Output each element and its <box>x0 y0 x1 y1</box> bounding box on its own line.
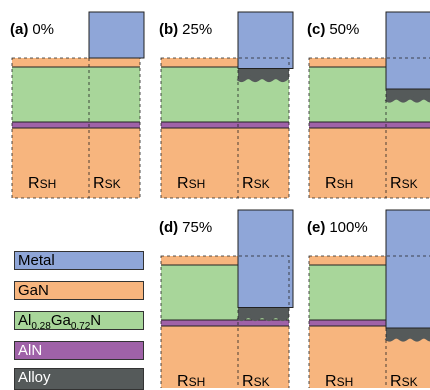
panel-c: (c) 50% RSH RSK <box>307 11 430 199</box>
panel-title: (c) 50% <box>307 21 359 38</box>
panel-tag: (e) <box>307 219 325 236</box>
panel-percent: 0% <box>32 21 54 38</box>
legend-algan-ga: Ga <box>50 312 71 329</box>
aln-interlayer <box>309 320 430 326</box>
gan-buffer-layer <box>161 326 289 388</box>
aln-interlayer <box>12 122 140 128</box>
gan-cap-layer <box>12 58 140 67</box>
panel-tag: (c) <box>307 21 325 38</box>
panel-d: (d) 75% RSH RSK <box>159 209 294 388</box>
legend-algan-n: N <box>90 312 102 329</box>
metal-contact <box>88 11 145 59</box>
alloy-front <box>236 75 289 82</box>
aln-interlayer <box>309 122 430 128</box>
aln-interlayer <box>161 320 289 326</box>
sheet-resistance-label: RSH <box>177 373 205 388</box>
panel-percent: 75% <box>182 219 212 236</box>
contact-resistance-label: RSK <box>242 373 270 388</box>
legend-algan-ga-sub: 0.72 <box>70 321 91 332</box>
panel-stack <box>12 58 140 198</box>
panel-title: (b) 25% <box>159 21 212 38</box>
legend-algan-al-sub: 0.28 <box>31 321 51 332</box>
metal-contact <box>237 209 294 308</box>
alloy-front <box>384 334 430 342</box>
panel-stack <box>309 58 430 198</box>
panel-tag: (d) <box>159 219 178 236</box>
metal-contact <box>385 11 430 90</box>
metal-contact <box>237 11 294 69</box>
gan-cap-layer <box>309 58 430 67</box>
gan-cap-layer <box>161 58 289 67</box>
panel-e: (e) 100% RSH RSK <box>307 209 430 388</box>
gan-buffer-layer <box>12 128 140 198</box>
legend-metal-label: Metal <box>18 252 55 269</box>
sheet-resistance-label: RSH <box>325 373 353 388</box>
panel-percent: 50% <box>329 21 359 38</box>
sheet-resistance-label: RSH <box>325 175 353 192</box>
stack-outline <box>308 57 430 199</box>
stack-outline <box>160 255 290 388</box>
alloy-front <box>236 314 289 321</box>
legend-alloy: Alloy <box>14 368 144 390</box>
panel-percent: 25% <box>182 21 212 38</box>
legend-gan-label: GaN <box>18 282 49 299</box>
panel-title: (e) 100% <box>307 219 368 236</box>
legend-algan: Al0.28Ga0.72N <box>14 311 144 332</box>
contact-resistance-label: RSK <box>242 175 270 192</box>
algan-barrier-layer <box>12 67 140 122</box>
legend-gan: GaN <box>14 281 144 300</box>
metal-contact <box>385 209 430 329</box>
sheet-resistance-label: RSH <box>28 175 56 192</box>
gan-cap-layer <box>309 256 430 265</box>
legend-metal: Metal <box>14 251 144 270</box>
alloy-front <box>384 95 430 103</box>
gan-buffer-layer <box>161 128 289 198</box>
panel-stack <box>161 58 289 198</box>
gan-cap-layer <box>161 256 289 265</box>
contact-resistance-label: RSK <box>390 175 418 192</box>
stack-outline <box>11 57 141 199</box>
sheet-resistance-label: RSH <box>177 175 205 192</box>
contact-resistance-label: RSK <box>93 175 121 192</box>
legend-algan-al: Al <box>18 312 32 329</box>
legend-alloy-label: Alloy <box>18 369 51 386</box>
gan-buffer-layer <box>309 128 430 198</box>
stack-outline <box>160 57 290 199</box>
legend-aln-label: AlN <box>18 342 43 359</box>
panel-title: (d) 75% <box>159 219 212 236</box>
panel-tag: (b) <box>159 21 178 38</box>
panel-tag: (a) <box>10 21 28 38</box>
panel-b: (b) 25% RSH RSK <box>159 11 294 199</box>
panel-a: (a) 0% RSH RSK <box>10 11 145 199</box>
aln-interlayer <box>161 122 289 128</box>
panel-title: (a) 0% <box>10 21 54 38</box>
contact-resistance-label: RSK <box>390 373 418 388</box>
panel-percent: 100% <box>329 219 367 236</box>
legend-aln: AlN <box>14 341 144 360</box>
